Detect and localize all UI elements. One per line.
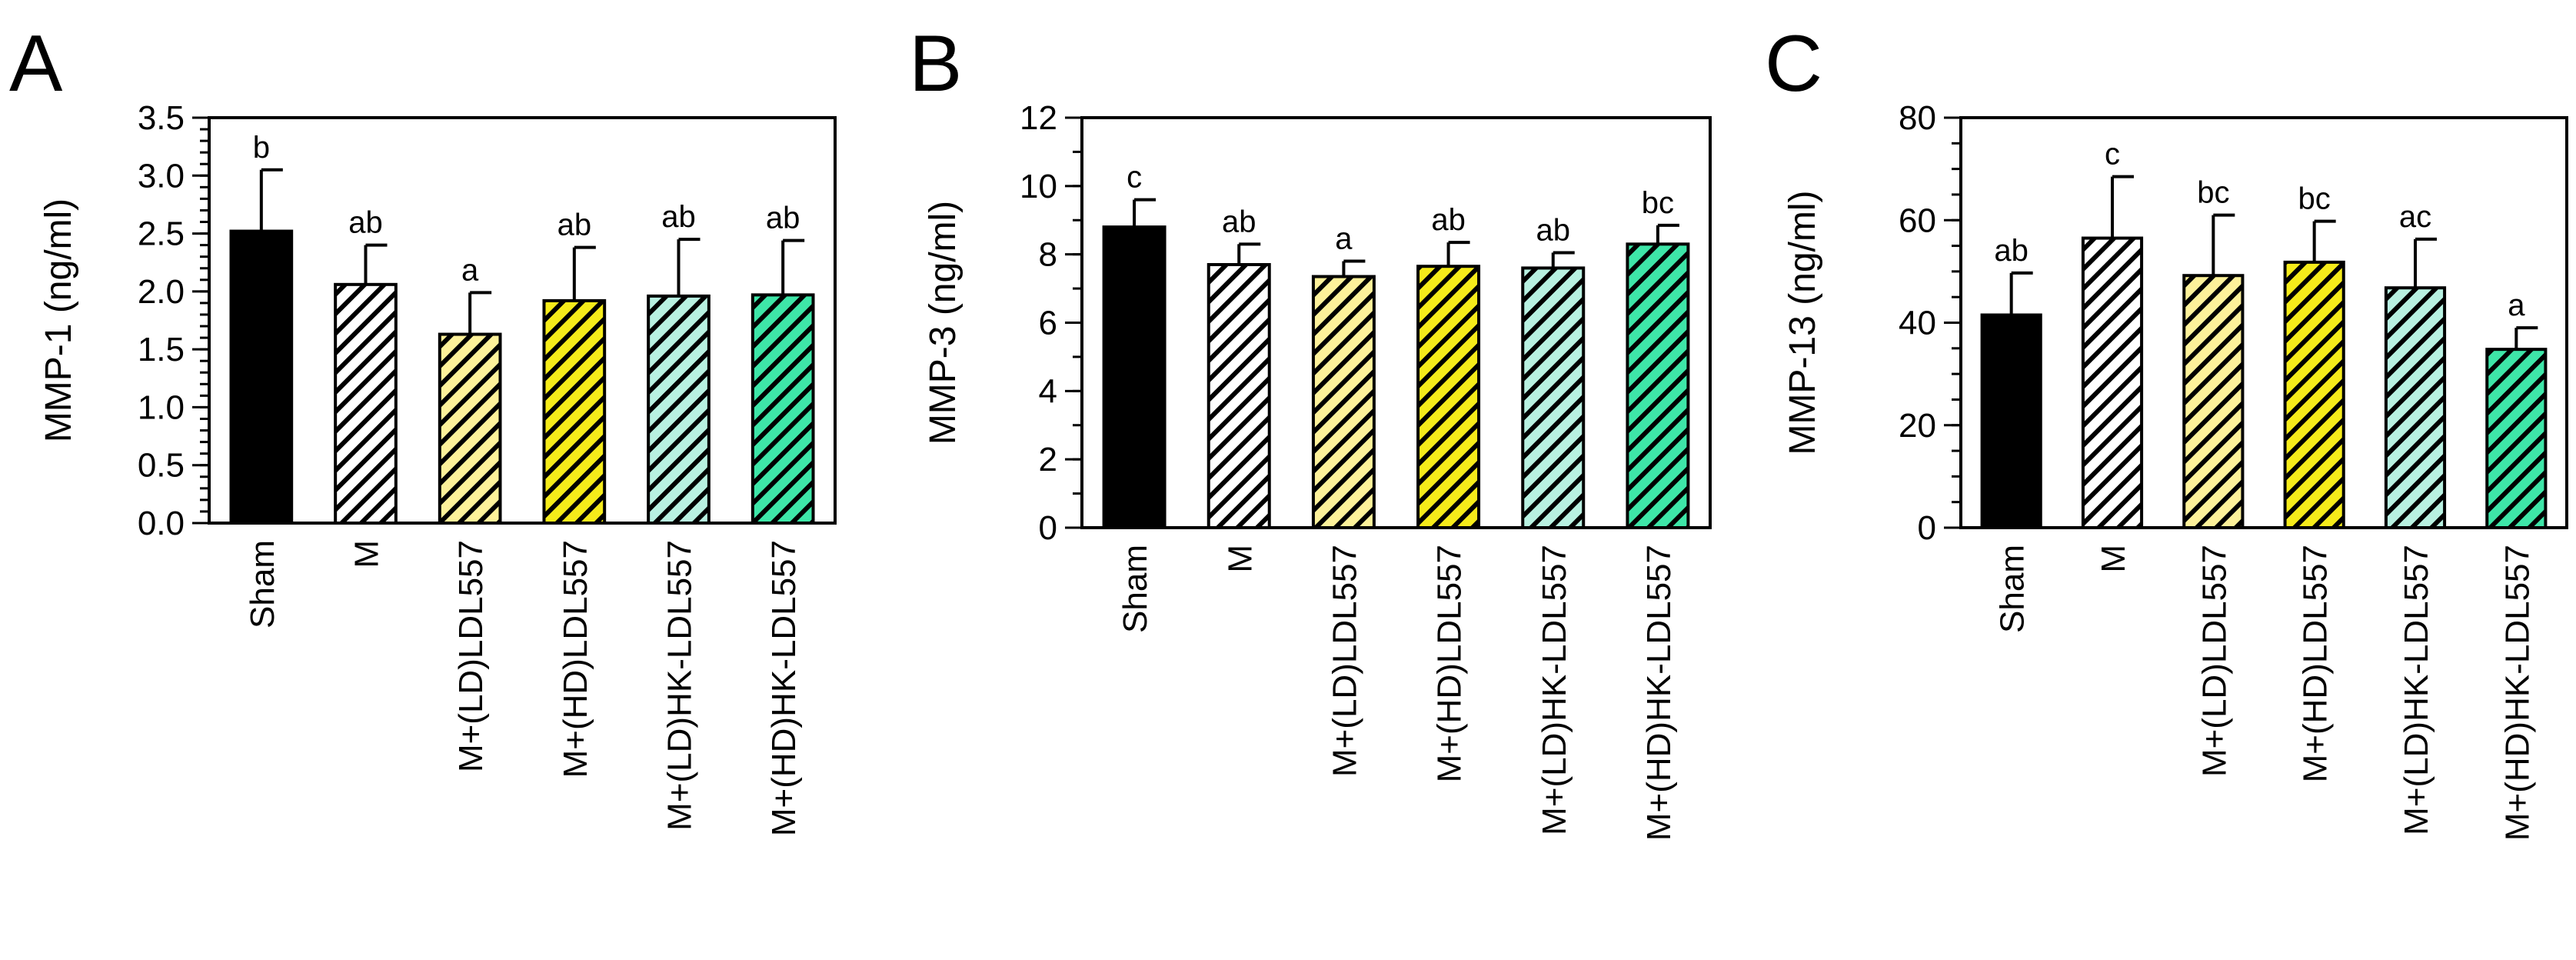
bar xyxy=(751,293,815,525)
y-tick-label: 0 xyxy=(1918,509,1936,547)
category-label: M+(LD)LDL557 xyxy=(2195,545,2233,777)
significance-label: bc xyxy=(2197,176,2229,210)
significance-label: c xyxy=(2105,138,2120,172)
significance-label: ab xyxy=(1536,213,1571,247)
y-tick-label: 8 xyxy=(1039,236,1057,274)
category-label: Sham xyxy=(1994,545,2032,633)
category-label: Sham xyxy=(1117,545,1154,633)
significance-label: b xyxy=(253,131,270,165)
category-label: M xyxy=(348,540,386,568)
y-tick-label: 6 xyxy=(1039,305,1057,342)
plot-frame xyxy=(1959,116,2568,529)
significance-label: ab xyxy=(348,206,383,240)
bar xyxy=(1416,265,1481,529)
y-tick-label: 4 xyxy=(1039,372,1057,410)
y-tick-label: 0.5 xyxy=(138,447,185,485)
category-label: M+(HD)LDL557 xyxy=(2297,545,2335,782)
category-label: M+(HD)HK-LDL557 xyxy=(2498,545,2536,841)
category-label: M+(LD)LDL557 xyxy=(1326,545,1363,777)
bar xyxy=(1102,225,1167,529)
bar xyxy=(1521,266,1586,529)
bar xyxy=(1206,262,1271,529)
category-label: M+(LD)HK-LDL557 xyxy=(1536,545,1573,835)
bar xyxy=(2283,260,2345,529)
bar xyxy=(334,282,398,525)
y-tick-label: 3.0 xyxy=(138,157,185,195)
panel-letter: C xyxy=(1765,19,1822,108)
y-tick-label: 1.5 xyxy=(138,331,185,368)
category-label: M xyxy=(1221,545,1259,573)
panel-c-chart: C 0 20 40 60 80 MMP-13 (ng/ml) ab Sham c Mbc M+(LD)… xyxy=(1765,19,2568,841)
category-label: M+(HD)LDL557 xyxy=(1431,545,1469,782)
bar xyxy=(647,294,711,525)
panel-letter: B xyxy=(909,19,962,108)
y-tick-label: 40 xyxy=(1899,305,1936,342)
significance-label: c xyxy=(1127,161,1142,195)
panel-a-chart: A 0.0 0.5 1.0 1.5 2.0 2.5 3.0 3.5 MMP-1 (ng/ml) b S… xyxy=(9,19,837,836)
significance-label: ab xyxy=(1222,205,1256,238)
bar xyxy=(2485,348,2548,529)
y-tick-label: 1.0 xyxy=(138,388,185,426)
significance-label: ab xyxy=(557,208,592,242)
significance-label: ab xyxy=(661,200,696,234)
panel-letter: A xyxy=(9,19,63,108)
y-tick-label: 2 xyxy=(1039,441,1057,478)
significance-label: bc xyxy=(1642,186,1674,220)
category-label: M+(HD)HK-LDL557 xyxy=(765,540,803,836)
bar xyxy=(2182,274,2245,529)
y-tick-label: 60 xyxy=(1899,202,1936,239)
category-label: M+(LD)LDL557 xyxy=(452,540,490,772)
category-label: M xyxy=(2095,545,2132,573)
bar xyxy=(542,298,607,525)
significance-label: a xyxy=(1335,222,1353,256)
bar xyxy=(229,229,294,525)
bar xyxy=(2081,236,2144,529)
significance-label: bc xyxy=(2298,182,2331,216)
category-label: M+(HD)LDL557 xyxy=(557,540,594,778)
bar xyxy=(2384,286,2447,529)
y-tick-label: 2.0 xyxy=(138,273,185,311)
category-label: M+(HD)HK-LDL557 xyxy=(1640,545,1678,841)
y-tick-label: 0 xyxy=(1039,509,1057,547)
y-tick-label: 20 xyxy=(1899,407,1936,445)
significance-label: a xyxy=(461,253,479,287)
plot-frame xyxy=(208,116,837,525)
bar xyxy=(1311,275,1376,529)
y-axis-title: MMP-1 (ng/ml) xyxy=(38,198,79,442)
significance-label: ab xyxy=(1994,234,2029,268)
significance-label: ab xyxy=(766,202,800,235)
panel-b-chart: B 0 2 4 6 8 10 12 MMP-3 (ng/ml) c Sham ab Ma M+(LD)LD… xyxy=(909,19,1712,841)
category-label: M+(LD)HK-LDL557 xyxy=(661,540,699,831)
y-tick-label: 12 xyxy=(1020,99,1057,137)
y-tick-label: 3.5 xyxy=(138,99,185,137)
plot-frame xyxy=(1080,116,1712,529)
y-tick-label: 10 xyxy=(1020,168,1057,205)
bar xyxy=(1980,313,2042,529)
bar xyxy=(1626,242,1690,529)
y-axis-title: MMP-3 (ng/ml) xyxy=(923,201,964,445)
y-tick-label: 80 xyxy=(1899,99,1936,137)
category-label: Sham xyxy=(244,540,281,628)
category-label: M+(LD)HK-LDL557 xyxy=(2398,545,2435,835)
y-axis-title: MMP-13 (ng/ml) xyxy=(1782,190,1823,455)
bar xyxy=(438,332,502,525)
significance-label: ab xyxy=(1431,203,1466,237)
y-tick-label: 0.0 xyxy=(138,505,185,542)
significance-label: ac xyxy=(2399,200,2431,234)
y-tick-label: 2.5 xyxy=(138,215,185,253)
significance-label: a xyxy=(2508,288,2525,322)
